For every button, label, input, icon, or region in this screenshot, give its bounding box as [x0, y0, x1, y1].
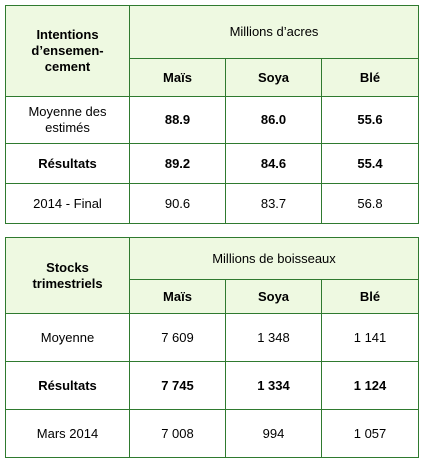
cell-soy: 1 334 [225, 361, 322, 410]
row-label-line-2: estimés [45, 120, 90, 135]
table1-unit-header: Millions d’acres [129, 5, 419, 59]
cell-corn: 88.9 [129, 96, 226, 144]
cell-corn: 7 008 [129, 409, 226, 458]
row-label: Résultats [5, 143, 130, 184]
cell-wheat: 55.4 [321, 143, 419, 184]
table1-column-soy: Soya [225, 58, 322, 97]
table1-corner-line-2: d’ensemen- [31, 43, 104, 58]
table2-column-wheat: Blé [320, 279, 420, 314]
cell-wheat: 55.6 [321, 96, 419, 144]
cell-wheat: 1 141 [320, 313, 420, 362]
table2-column-corn: Maïs [129, 279, 226, 314]
planting-intentions-table: Intentions d’ensemen- cement Millions d’… [5, 5, 419, 224]
cell-corn: 7 745 [129, 361, 226, 410]
table2-corner-header: Stocks trimestriels [5, 237, 130, 314]
row-label: Mars 2014 [5, 409, 130, 458]
row-label: 2014 - Final [5, 183, 130, 224]
cell-corn: 7 609 [129, 313, 226, 362]
table1-column-wheat: Blé [321, 58, 419, 97]
cell-wheat: 1 057 [320, 409, 420, 458]
table-row: Moyenne des estimés 88.9 86.0 55.6 [5, 96, 419, 144]
table-row: 2014 - Final 90.6 83.7 56.8 [5, 183, 419, 224]
cell-soy: 994 [225, 409, 322, 458]
row-label: Résultats [5, 361, 130, 410]
table2-unit-header: Millions de boisseaux [128, 237, 420, 280]
cell-wheat: 1 124 [320, 361, 420, 410]
row-label-line-1: Moyenne des [28, 104, 107, 119]
table1-corner-line-3: cement [44, 59, 91, 74]
cell-corn: 89.2 [129, 143, 226, 184]
row-label: Moyenne des estimés [5, 96, 130, 144]
cell-soy: 84.6 [225, 143, 322, 184]
quarterly-stocks-table: Stocks trimestriels Millions de boisseau… [5, 237, 420, 458]
table-row: Résultats 89.2 84.6 55.4 [5, 143, 419, 184]
cell-soy: 83.7 [225, 183, 322, 224]
table1-corner-line-1: Intentions [36, 27, 99, 42]
cell-soy: 1 348 [225, 313, 322, 362]
table-row: Mars 2014 7 008 994 1 057 [5, 409, 420, 458]
cell-soy: 86.0 [225, 96, 322, 144]
table2-corner-line-2: trimestriels [32, 275, 103, 291]
cell-wheat: 56.8 [321, 183, 419, 224]
table-row: Moyenne 7 609 1 348 1 141 [5, 313, 420, 362]
table-row: Résultats 7 745 1 334 1 124 [5, 361, 420, 410]
table2-column-soy: Soya [225, 279, 322, 314]
table1-corner-header: Intentions d’ensemen- cement [5, 5, 130, 97]
table2-corner-line-1: Stocks [46, 259, 89, 275]
table1-column-corn: Maïs [129, 58, 226, 97]
row-label: Moyenne [5, 313, 130, 362]
cell-corn: 90.6 [129, 183, 226, 224]
